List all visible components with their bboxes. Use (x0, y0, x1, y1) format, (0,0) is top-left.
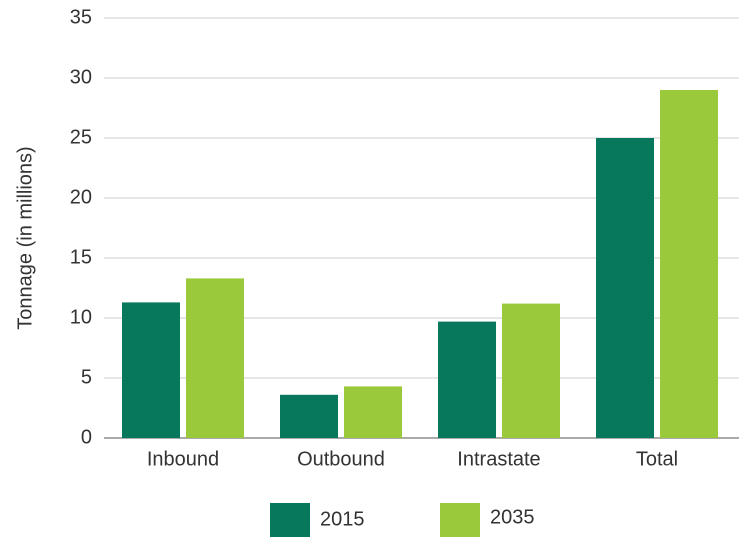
bar (438, 321, 496, 438)
bar (344, 386, 402, 438)
y-tick-label: 35 (70, 6, 92, 28)
bar (186, 278, 244, 438)
y-tick-label: 20 (70, 186, 92, 208)
x-tick-label: Inbound (147, 448, 219, 470)
y-tick-label: 5 (81, 366, 92, 388)
x-tick-label: Total (636, 448, 678, 470)
bar (502, 303, 560, 438)
bar (122, 302, 180, 438)
x-tick-label: Outbound (297, 448, 385, 470)
legend-swatch (270, 503, 310, 537)
y-tick-label: 0 (81, 426, 92, 448)
bar (660, 90, 718, 438)
x-tick-label: Intrastate (457, 448, 540, 470)
y-tick-label: 15 (70, 246, 92, 268)
y-tick-label: 10 (70, 306, 92, 328)
y-axis-label: Tonnage (in millions) (14, 146, 36, 329)
bar (596, 138, 654, 438)
bar (280, 394, 338, 438)
legend-swatch (440, 503, 480, 537)
legend-label: 2035 (490, 506, 535, 528)
y-tick-label: 25 (70, 126, 92, 148)
y-tick-label: 30 (70, 66, 92, 88)
legend-label: 2015 (320, 508, 365, 530)
